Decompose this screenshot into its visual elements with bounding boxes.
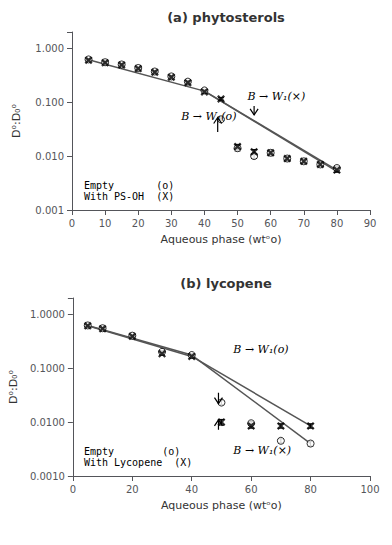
svg-text:20: 20 (132, 218, 145, 229)
svg-text:50: 50 (231, 218, 244, 229)
svg-text:B → W₁(o): B → W₁(o) (232, 343, 288, 356)
svg-text:90: 90 (364, 218, 377, 229)
svg-text:D⁰:D₀⁰: D⁰:D₀⁰ (7, 369, 20, 403)
svg-text:60: 60 (245, 484, 258, 495)
svg-text:1.000: 1.000 (35, 43, 64, 54)
svg-text:0.1000: 0.1000 (30, 363, 65, 374)
svg-text:0.001: 0.001 (35, 205, 64, 216)
svg-text:20: 20 (126, 484, 139, 495)
svg-text:Empty (o): Empty (o) (84, 180, 174, 191)
svg-text:(a) phytosterols: (a) phytosterols (167, 10, 285, 25)
svg-text:30: 30 (165, 218, 178, 229)
svg-text:40: 40 (198, 218, 211, 229)
svg-text:Aqueous phase (wtᵒo): Aqueous phase (wtᵒo) (161, 233, 282, 246)
svg-text:Aqueous phase (wtᵒo): Aqueous phase (wtᵒo) (161, 499, 282, 512)
svg-text:0.0100: 0.0100 (30, 417, 65, 428)
svg-text:B → W₁(×): B → W₁(×) (246, 90, 305, 103)
svg-text:80: 80 (304, 484, 317, 495)
svg-text:1.0000: 1.0000 (30, 309, 65, 320)
svg-text:0.100: 0.100 (35, 97, 64, 108)
svg-text:0: 0 (69, 218, 75, 229)
svg-text:40: 40 (185, 484, 198, 495)
svg-text:0.010: 0.010 (35, 151, 64, 162)
svg-text:(b) lycopene: (b) lycopene (180, 276, 272, 291)
svg-text:0.0010: 0.0010 (30, 471, 65, 482)
svg-text:60: 60 (264, 218, 277, 229)
svg-text:0: 0 (70, 484, 76, 495)
svg-text:B → W₁(o): B → W₁(o) (180, 110, 236, 123)
svg-text:B → W₁(×): B → W₁(×) (232, 444, 291, 457)
svg-text:With Lycopene (X): With Lycopene (X) (84, 457, 192, 468)
svg-text:Empty (o): Empty (o) (84, 446, 180, 457)
svg-text:100: 100 (360, 484, 379, 495)
svg-text:With PS-OH (X): With PS-OH (X) (84, 191, 174, 202)
svg-text:D⁰:D₀⁰: D⁰:D₀⁰ (10, 103, 23, 137)
svg-text:80: 80 (331, 218, 344, 229)
svg-text:10: 10 (99, 218, 112, 229)
svg-text:70: 70 (297, 218, 310, 229)
